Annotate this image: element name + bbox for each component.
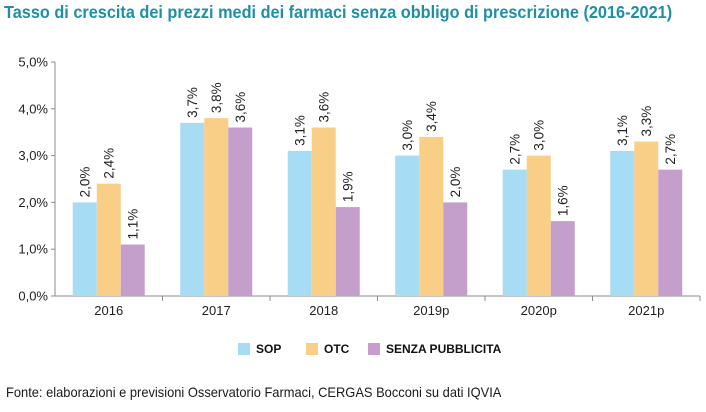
x-tick-label: 2018 (309, 303, 338, 318)
x-tick-label: 2021p (628, 303, 664, 318)
x-tick-label: 2016 (94, 303, 123, 318)
data-label: 2,7% (663, 134, 678, 165)
x-tick-label: 2020p (521, 303, 557, 318)
y-tick-label: 4,0% (18, 101, 48, 116)
legend-swatch (368, 343, 380, 355)
data-label: 1,1% (126, 209, 141, 240)
source-note: Fonte: elaborazioni e previsioni Osserva… (6, 384, 502, 400)
data-label: 3,1% (293, 115, 308, 146)
bar (228, 127, 253, 297)
legend-swatch (238, 343, 250, 355)
y-tick-label: 3,0% (18, 148, 48, 163)
data-label: 3,6% (233, 92, 248, 123)
bar (550, 221, 575, 296)
bar (72, 202, 97, 296)
data-label: 1,9% (341, 171, 356, 202)
data-label: 3,0% (532, 120, 547, 151)
legend-item: SENZA PUBBLICITA (368, 338, 501, 360)
data-label: 2,0% (448, 167, 463, 198)
y-tick-label: 5,0% (18, 55, 48, 70)
chart-title: Tasso di crescita dei prezzi medi dei fa… (4, 2, 673, 22)
bar (96, 183, 121, 296)
data-label: 2,0% (78, 167, 93, 198)
bar (526, 155, 551, 296)
bar (395, 155, 420, 296)
legend-item: SOP (238, 338, 281, 360)
bar (502, 169, 527, 296)
data-label: 1,6% (556, 185, 571, 216)
bar (204, 118, 229, 296)
legend-label: SENZA PUBBLICITA (386, 342, 502, 356)
data-label: 3,7% (185, 87, 200, 118)
legend-swatch (306, 343, 318, 355)
data-label: 3,8% (209, 82, 224, 113)
bar (419, 136, 444, 296)
data-label: 3,4% (424, 101, 439, 132)
bar (311, 127, 336, 297)
bar (634, 141, 659, 296)
bar (443, 202, 468, 296)
legend: SOP OTC SENZA PUBBLICITA (0, 338, 706, 360)
bar-chart: 0,0% 1,0% 2,0% 3,0% 4,0% 5,0% 2016 2,0% 2,4% 1,1%… (18, 55, 701, 318)
bar (180, 122, 205, 296)
data-label: 3,0% (400, 120, 415, 151)
y-tick-label: 0,0% (18, 289, 48, 304)
data-label: 2,4% (102, 148, 117, 179)
y-tick-label: 1,0% (18, 242, 48, 257)
bar (120, 244, 145, 296)
bar (335, 207, 360, 296)
data-label: 3,3% (639, 106, 654, 137)
data-label: 3,1% (615, 115, 630, 146)
x-tick-label: 2019p (413, 303, 449, 318)
legend-label: OTC (324, 342, 350, 356)
bar (610, 150, 635, 296)
legend-item: OTC (306, 338, 349, 360)
data-label: 3,6% (317, 92, 332, 123)
data-label: 2,7% (508, 134, 523, 165)
legend-label: SOP (256, 342, 282, 356)
x-tick-label: 2017 (202, 303, 231, 318)
bar (287, 150, 312, 296)
y-tick-label: 2,0% (18, 195, 48, 210)
bar (658, 169, 683, 296)
